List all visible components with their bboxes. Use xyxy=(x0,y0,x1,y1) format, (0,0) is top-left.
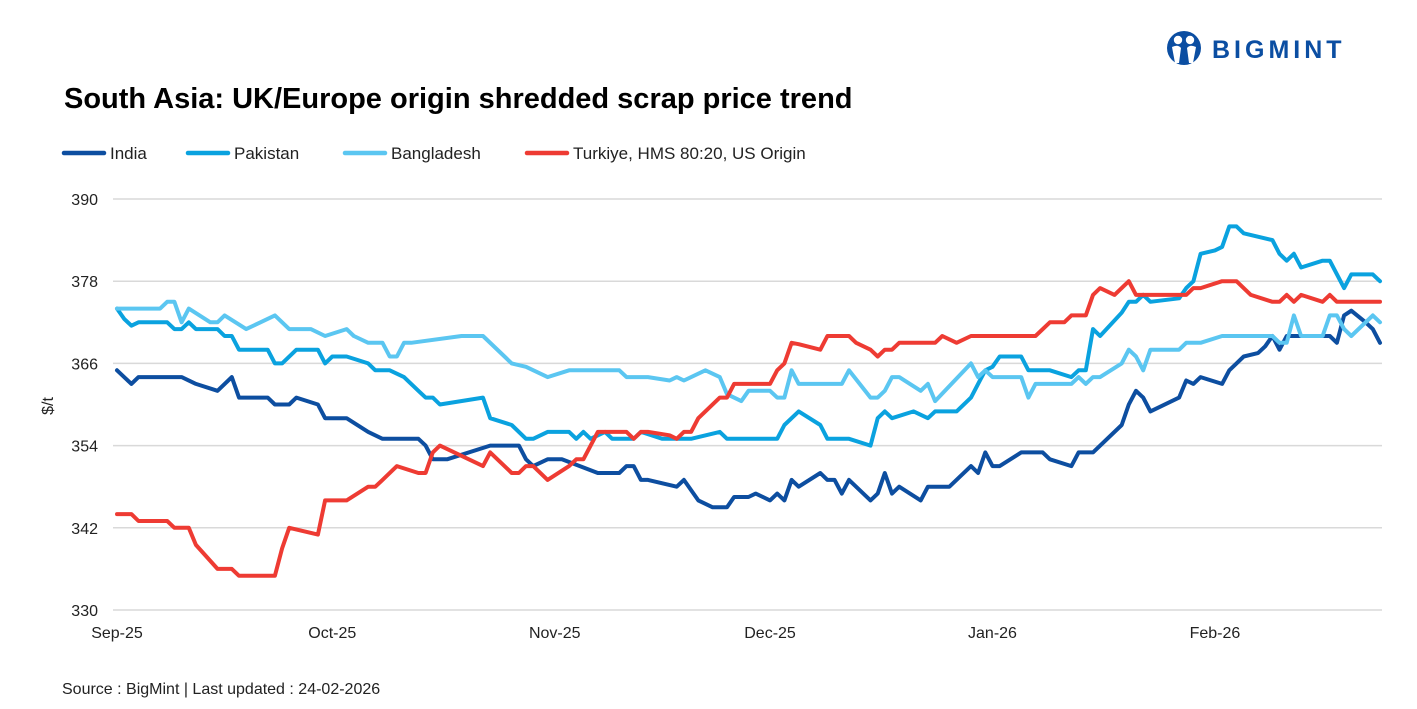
y-axis-ticks: 330 342 354 366 378 390 xyxy=(71,192,98,620)
x-tick-label: Feb-26 xyxy=(1190,625,1241,642)
legend: India Pakistan Bangladesh Turkiye, HMS 80:2… xyxy=(61,144,806,163)
series-line-turkiye xyxy=(115,279,1382,578)
y-tick-label: 354 xyxy=(71,439,98,456)
legend-label: India xyxy=(110,144,147,163)
x-tick-label: Dec-25 xyxy=(744,625,796,642)
brand-name: BIGMINT xyxy=(1212,36,1346,64)
legend-item: India xyxy=(61,144,147,163)
x-tick-label: Nov-25 xyxy=(529,625,581,642)
logo-emblem-icon xyxy=(1167,31,1201,65)
x-axis-ticks: Sep-25 Oct-25 Nov-25 Dec-25 Jan-26 Feb-26 xyxy=(91,625,1240,642)
series-line-bangladesh xyxy=(115,299,1382,404)
legend-label: Bangladesh xyxy=(391,144,481,163)
x-tick-label: Sep-25 xyxy=(91,625,143,642)
y-tick-label: 366 xyxy=(71,356,98,373)
series-line-india xyxy=(115,308,1382,510)
x-tick-label: Jan-26 xyxy=(968,625,1017,642)
legend-label: Turkiye, HMS 80:20, US Origin xyxy=(573,144,806,163)
source-note: Source : BigMint | Last updated : 24-02-… xyxy=(62,681,380,698)
gridlines xyxy=(113,198,1382,611)
series-lines xyxy=(115,224,1382,578)
y-axis-label: $/t xyxy=(40,397,57,415)
legend-item: Bangladesh xyxy=(342,144,481,163)
chart-title: South Asia: UK/Europe origin shredded sc… xyxy=(64,83,853,115)
legend-label: Pakistan xyxy=(234,144,299,163)
legend-item: Pakistan xyxy=(185,144,299,163)
legend-item: Turkiye, HMS 80:20, US Origin xyxy=(524,144,806,163)
y-tick-label: 378 xyxy=(71,274,98,291)
series-line-pakistan xyxy=(115,224,1382,448)
y-tick-label: 330 xyxy=(71,603,98,620)
y-tick-label: 342 xyxy=(71,521,98,538)
x-tick-label: Oct-25 xyxy=(308,625,356,642)
y-tick-label: 390 xyxy=(71,192,98,209)
bigmint-logo: BIGMINT xyxy=(1167,31,1346,65)
